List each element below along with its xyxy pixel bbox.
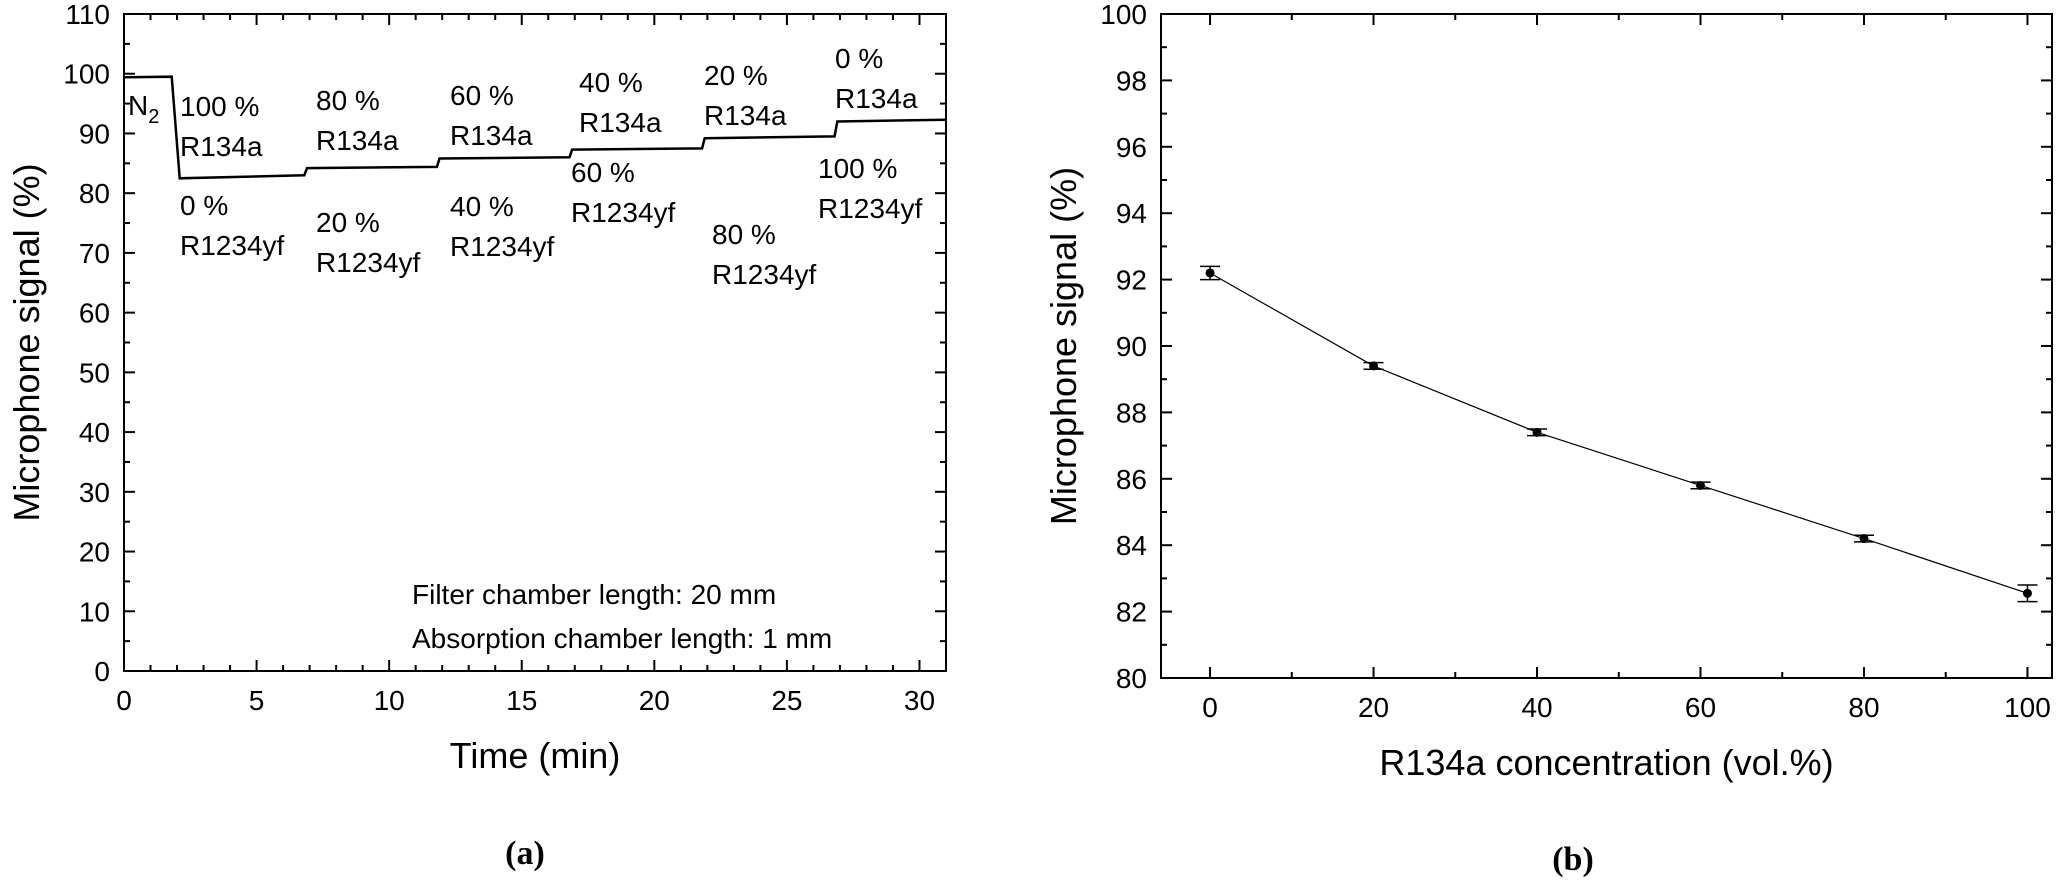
annotation-n2: N2 xyxy=(128,90,159,128)
annotation-text: 80 % xyxy=(712,219,776,250)
y-tick-label: 94 xyxy=(1116,198,1147,229)
trend-line xyxy=(1209,272,2028,594)
y-tick-label: 90 xyxy=(1116,331,1147,362)
data-point xyxy=(1696,480,1706,490)
annotation-text: R134a xyxy=(180,131,263,162)
x-tick-label: 60 xyxy=(1685,692,1716,723)
annotation-text: 60 % xyxy=(450,80,514,111)
data-point xyxy=(2022,588,2032,598)
annotation-text: R1234yf xyxy=(571,197,676,228)
signal-line xyxy=(123,75,947,180)
y-tick-label: 10 xyxy=(79,596,110,627)
annotation-text: R134a xyxy=(450,120,533,151)
x-tick-label: 20 xyxy=(1358,692,1389,723)
annotation-text: R1234yf xyxy=(180,230,285,261)
annotation-text: 0 % xyxy=(835,43,883,74)
annotation-text: Filter chamber length: 20 mm xyxy=(412,579,776,610)
y-tick-label: 40 xyxy=(79,417,110,448)
y-tick-label: 92 xyxy=(1116,265,1147,296)
x-tick-label: 25 xyxy=(771,685,802,716)
chart-panel-a: 0 10 20 30 40 50 60 70 80 90 100 110 0 5 10 15 20 25 30 Tim… xyxy=(6,0,947,776)
y-axis-title: Microphone signal (%) xyxy=(6,163,47,521)
y-tick-label: 82 xyxy=(1116,597,1147,628)
y-tick-label: 86 xyxy=(1116,464,1147,495)
annotation-text: R134a xyxy=(316,125,399,156)
y-tick-label: 0 xyxy=(94,656,110,687)
annotation-text: 100 % xyxy=(180,91,259,122)
annotation-text: 0 % xyxy=(180,190,228,221)
annotation-text: 100 % xyxy=(818,153,897,184)
annotation-text: 20 % xyxy=(704,60,768,91)
y-axis-title: Microphone signal (%) xyxy=(1043,167,1084,525)
annotation-text: 40 % xyxy=(450,191,514,222)
annotation-text: 40 % xyxy=(579,67,643,98)
y-tick-label: 20 xyxy=(79,537,110,568)
y-tick-label: 90 xyxy=(79,118,110,149)
y-tick-label: 96 xyxy=(1116,132,1147,163)
y-tick-label: 100 xyxy=(1100,0,1147,30)
chart-panel-b: 80 82 84 86 88 90 92 94 96 98 100 0 20 40 60 80 100 R134a… xyxy=(1043,0,2053,783)
data-point xyxy=(1205,268,1215,278)
x-tick-label: 15 xyxy=(506,685,537,716)
y-tick-label: 70 xyxy=(79,238,110,269)
annotation-text: R134a xyxy=(835,83,918,114)
annotation-text: R1234yf xyxy=(712,259,817,290)
data-point xyxy=(1859,534,1869,544)
data-point xyxy=(1369,361,1379,371)
annotation-text: R134a xyxy=(704,100,787,131)
y-tick-label: 80 xyxy=(1116,663,1147,694)
panel-label-b: (b) xyxy=(1552,841,1594,878)
x-tick-label: 0 xyxy=(1202,692,1218,723)
y-tick-label: 80 xyxy=(79,178,110,209)
x-tick-label: 5 xyxy=(249,685,265,716)
x-tick-label: 0 xyxy=(116,685,132,716)
y-tick-label: 88 xyxy=(1116,397,1147,428)
y-tick-label: 100 xyxy=(63,59,110,90)
annotation-text: 80 % xyxy=(316,85,380,116)
annotation-text: R1234yf xyxy=(818,193,923,224)
annotation-text: R1234yf xyxy=(316,247,421,278)
data-point xyxy=(1532,427,1542,437)
y-tick-label: 50 xyxy=(79,357,110,388)
x-tick-label: 20 xyxy=(639,685,670,716)
x-axis-title: Time (min) xyxy=(450,735,621,776)
x-tick-label: 10 xyxy=(374,685,405,716)
y-tick-label: 60 xyxy=(79,298,110,329)
annotation-text: Absorption chamber length: 1 mm xyxy=(412,623,832,654)
annotation-text: 20 % xyxy=(316,207,380,238)
annotation-text: R1234yf xyxy=(450,231,555,262)
annotation-text: R134a xyxy=(579,107,662,138)
plot-frame xyxy=(1160,13,2053,679)
x-axis-title: R134a concentration (vol.%) xyxy=(1379,742,1833,783)
x-tick-label: 80 xyxy=(1848,692,1879,723)
x-tick-label: 100 xyxy=(2004,692,2051,723)
panel-label-a: (a) xyxy=(505,835,545,872)
y-tick-label: 30 xyxy=(79,477,110,508)
y-tick-label: 98 xyxy=(1116,65,1147,96)
y-tick-label: 110 xyxy=(65,0,110,30)
x-tick-label: 30 xyxy=(904,685,935,716)
annotation-text: 60 % xyxy=(571,157,635,188)
y-tick-label: 84 xyxy=(1116,530,1147,561)
x-tick-label: 40 xyxy=(1521,692,1552,723)
